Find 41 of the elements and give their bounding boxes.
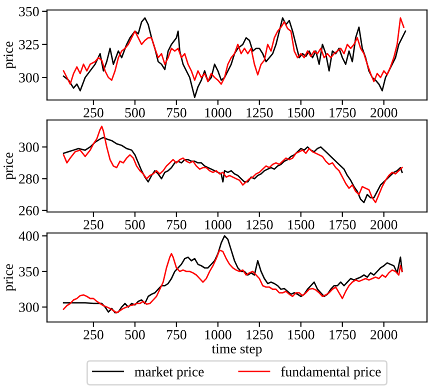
x-axis-title: time step [212, 344, 262, 356]
y-tick-label: 300 [19, 302, 39, 312]
x-tick-label: 250 [84, 330, 104, 340]
y-tick-label: 300 [19, 142, 39, 152]
y-axis-title: price [4, 42, 16, 69]
y-tick-label: 325 [19, 40, 39, 50]
y-tick-label: 350 [19, 6, 39, 16]
x-tick-label: 1250 [246, 108, 273, 118]
y-tick-label: 300 [19, 73, 39, 82]
y-tick-label: 260 [19, 206, 39, 216]
x-tick-label: 500 [125, 220, 145, 230]
y-axis-title: price [4, 152, 16, 180]
x-tick-label: 1750 [330, 330, 356, 340]
y-tick-label: 280 [19, 174, 39, 184]
x-tick-label: 1500 [288, 108, 314, 118]
x-tick-label: 1500 [288, 220, 314, 230]
x-tick-label: 250 [84, 108, 104, 118]
x-tick-label: 500 [125, 330, 145, 340]
x-tick-label: 1500 [288, 330, 314, 340]
x-tick-label: 1750 [330, 220, 356, 230]
legend-label: market price [134, 366, 204, 380]
x-tick-label: 2000 [370, 330, 398, 340]
x-tick-label: 2000 [370, 220, 398, 230]
x-tick-label: 1250 [246, 220, 273, 230]
line-series [62, 17, 404, 85]
y-tick-label: 350 [19, 267, 39, 276]
line-series [62, 249, 403, 314]
y-tick-label: 400 [18, 231, 39, 241]
x-tick-label: 1000 [205, 330, 232, 340]
x-tick-label: 1000 [205, 220, 232, 230]
x-tick-label: 1250 [246, 330, 273, 340]
y-axis-title: price [4, 264, 16, 292]
x-tick-label: 250 [84, 220, 104, 230]
x-tick-label: 1750 [330, 108, 356, 118]
x-tick-label: 750 [166, 330, 186, 340]
x-tick-label: 2000 [370, 108, 398, 118]
x-tick-label: 1000 [205, 108, 232, 118]
legend-label: fundamental price [281, 366, 381, 380]
x-tick-label: 500 [125, 108, 145, 118]
x-tick-label: 750 [166, 220, 186, 230]
x-tick-label: 750 [166, 108, 186, 118]
